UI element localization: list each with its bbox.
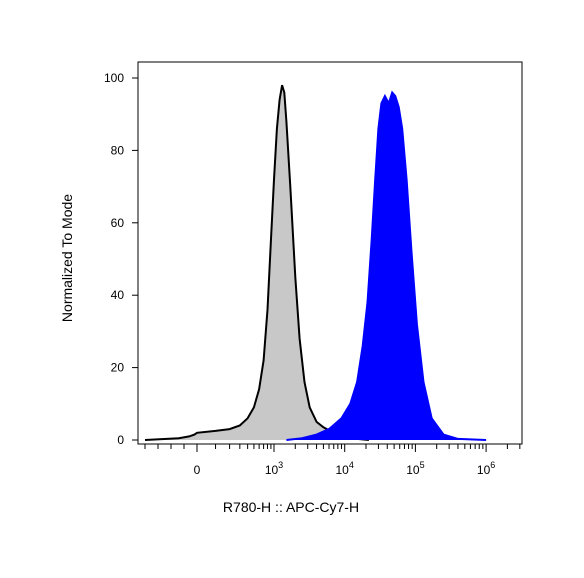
series-layer: [144, 84, 487, 441]
x-tick-label: 0: [194, 463, 201, 477]
series-1-area: [145, 85, 369, 440]
y-tick-label: 0: [117, 433, 124, 447]
y-tick-label: 20: [111, 361, 125, 375]
y-tick-label: 40: [111, 288, 125, 302]
x-axis-title: R780-H :: APC-Cy7-H: [223, 499, 359, 515]
y-axis: 0 20 40 60 80 100: [104, 71, 138, 447]
y-axis-title: Normalized To Mode: [59, 194, 75, 322]
y-tick-label: 60: [111, 216, 125, 230]
series-2-area: [286, 92, 487, 440]
x-axis: 0 103 104 105 106: [144, 444, 521, 477]
x-tick-label: 103: [265, 460, 283, 477]
plot-area: [137, 61, 523, 445]
x-tick-label: 106: [477, 460, 495, 477]
x-tick-label: 104: [336, 460, 354, 477]
plot-frame: [137, 61, 523, 445]
series-2-outline: [286, 90, 487, 441]
y-tick-label: 100: [104, 71, 124, 85]
series-1-outline: [144, 84, 369, 441]
y-tick-label: 80: [111, 143, 125, 157]
x-tick-label: 105: [406, 460, 424, 477]
